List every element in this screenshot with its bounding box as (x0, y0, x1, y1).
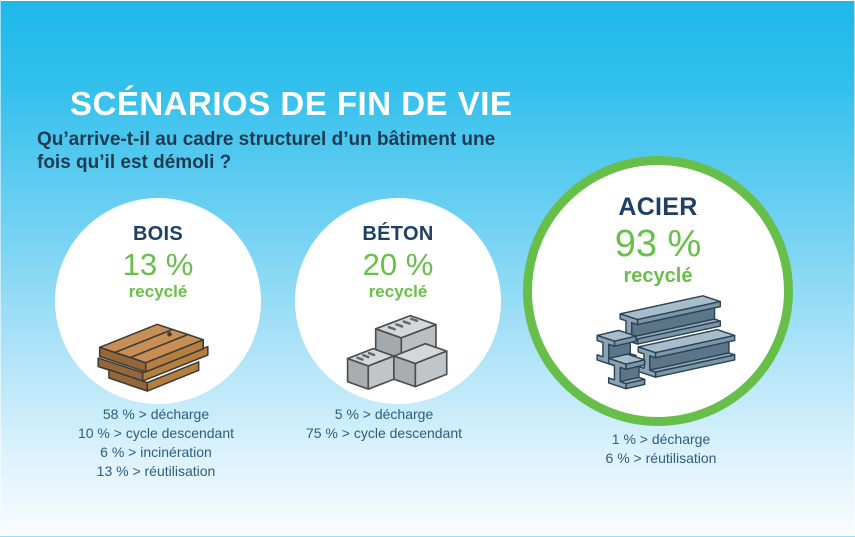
acier-stats: 1 % > décharge 6 % > réutilisation (546, 430, 776, 468)
bois-percent: 13 % (122, 247, 194, 282)
stat-line: 58 % > décharge (102, 406, 210, 422)
acier-name: ACIER (618, 193, 698, 221)
stat-line: 6 % > incinération (100, 444, 212, 460)
acier-recycled-label: recyclé (623, 265, 693, 287)
stat-line: 75 % > cycle descendant (305, 425, 463, 441)
bois-name: BOIS (132, 223, 184, 245)
stat-line: 1 % > décharge (611, 431, 711, 447)
acier-circle: ACIER 93 % recyclé (523, 156, 793, 426)
beton-percent: 20 % (362, 247, 434, 282)
acier-percent: 93 % (614, 223, 702, 265)
bois-recycled-label: recyclé (128, 282, 188, 301)
stat-line: 13 % > réutilisation (96, 463, 216, 479)
stat-line: 10 % > cycle descendant (77, 425, 235, 441)
beton-stats: 5 % > décharge 75 % > cycle descendant (269, 405, 499, 443)
beton-recycled-label: recyclé (368, 282, 428, 301)
page-subtitle-line1: Qu’arrive-t-il au cadre structurel d’un … (37, 129, 496, 150)
beton-circle: BÉTON 20 % recyclé (295, 198, 501, 404)
bois-stats: 58 % > décharge 10 % > cycle descendant 6 … (36, 405, 276, 481)
page-subtitle: Qu’arrive-t-il au cadre structurel d’un … (37, 128, 495, 174)
page-subtitle-line2: fois qu’il est démoli ? (37, 152, 232, 173)
steel-beams-icon (596, 295, 736, 390)
beton-name: BÉTON (362, 223, 434, 245)
bois-circle: BOIS 13 % recyclé (55, 198, 261, 404)
stat-line: 6 % > réutilisation (605, 450, 717, 466)
wood-planks-icon (97, 323, 209, 392)
concrete-blocks-icon (346, 314, 448, 390)
stat-line: 5 % > décharge (334, 406, 434, 422)
page-title: SCÉNARIOS DE FIN DE VIE (70, 85, 513, 122)
